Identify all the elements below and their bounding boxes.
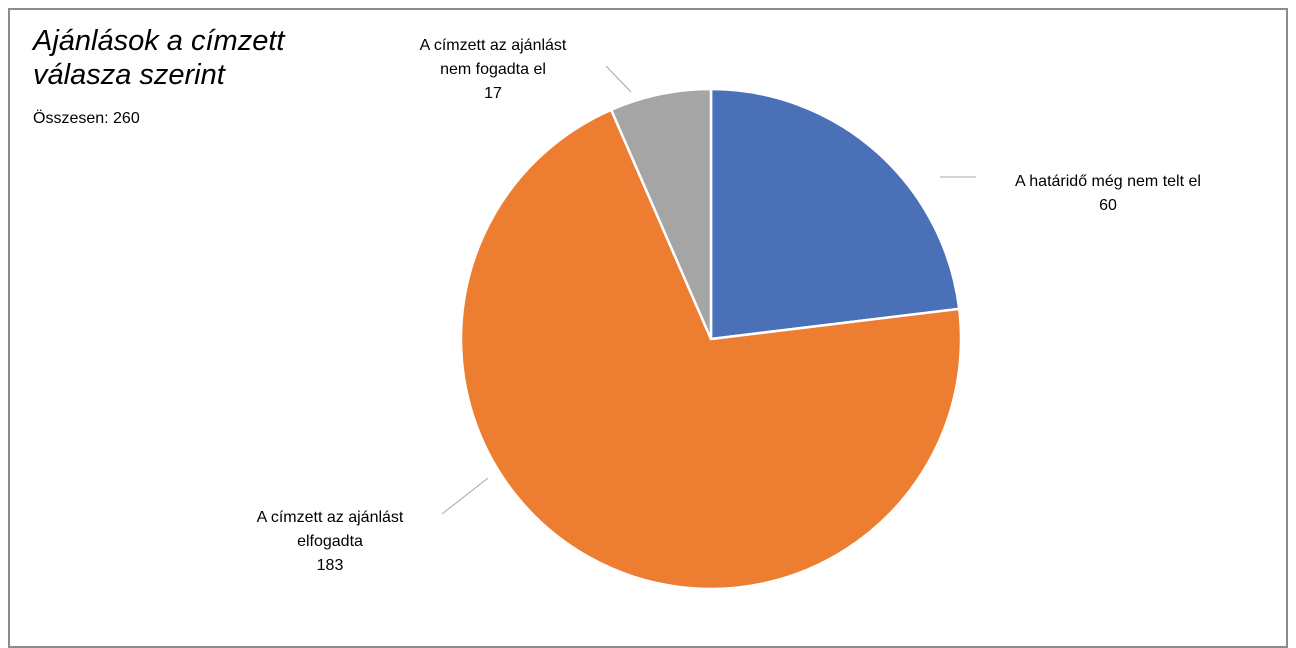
slice-label-line: 17 <box>484 85 502 102</box>
slice-label-2: A címzett az ajánlást elfogadta 183 <box>257 509 404 574</box>
leader-line-3 <box>605 65 632 93</box>
pie-slice-3 <box>609 87 713 341</box>
pie-slice-1 <box>709 87 961 341</box>
pie-slice-2 <box>459 108 963 591</box>
slice-label-line: A címzett az ajánlást <box>420 37 567 54</box>
chart-title: Ajánlások a címzett válasza szerint <box>33 25 285 91</box>
pie-slices <box>459 87 963 591</box>
leader-line-2 <box>441 477 489 515</box>
slice-label-line: 60 <box>1099 197 1117 214</box>
slice-label-line: A címzett az ajánlást <box>257 509 404 526</box>
slice-label-line: 183 <box>317 557 344 574</box>
slice-label-line: nem fogadta el <box>440 61 546 78</box>
slice-label-1: A határidő még nem telt el 60 <box>1015 173 1201 214</box>
slice-label-line: elfogadta <box>297 533 363 550</box>
slice-label-line: A határidő még nem telt el <box>1015 173 1201 190</box>
pie-chart: A határidő még nem telt el 60 A címzett az… <box>257 37 1201 591</box>
leader-lines <box>441 65 976 515</box>
chart-subtitle: Összesen: 260 <box>33 110 140 127</box>
slice-label-3: A címzett az ajánlást nem fogadta el 17 <box>420 37 567 102</box>
slice-labels: A határidő még nem telt el 60 A címzett az… <box>257 37 1201 574</box>
